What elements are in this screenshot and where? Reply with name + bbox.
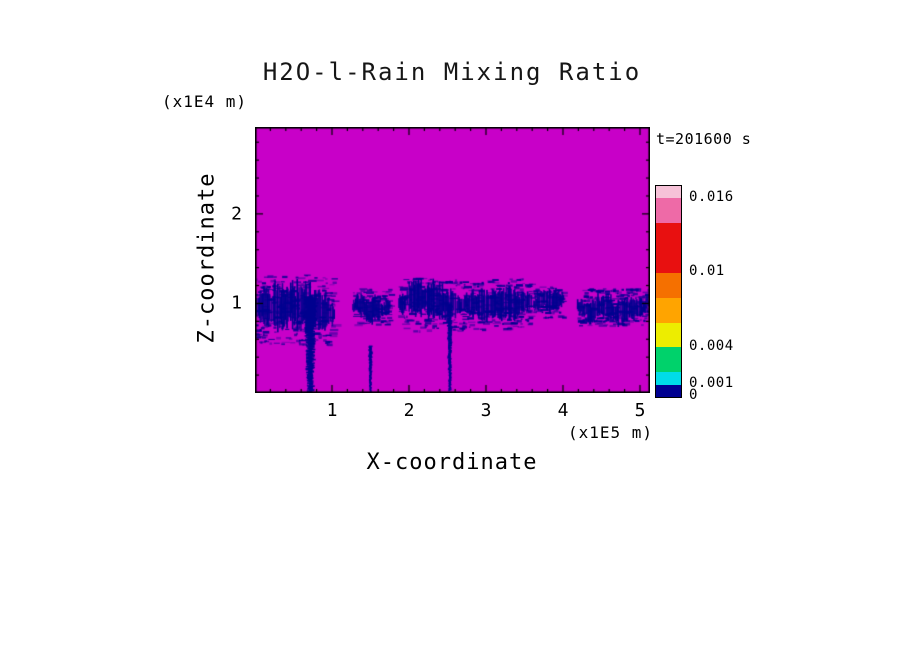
y-axis-title: Z-coordinate <box>194 172 220 344</box>
colorbar-segment <box>656 185 681 199</box>
colorbar-segment <box>656 321 681 348</box>
colorbar-segment <box>656 383 681 397</box>
x-tick-label: 1 <box>326 400 338 421</box>
colorbar-segment <box>656 197 681 224</box>
colorbar-labels: 0 0.001 0.004 0.01 0.016 <box>689 185 759 403</box>
colorbar-tick-label: 0.001 <box>689 374 734 391</box>
colorbar-tick-label: 0.01 <box>689 263 725 280</box>
x-tick-label: 2 <box>403 400 415 421</box>
colorbar-tick-label: 0.016 <box>689 189 734 206</box>
y-tick-label: 1 <box>231 292 242 314</box>
colorbar-segment <box>656 271 681 298</box>
colorbar-segment <box>656 346 681 373</box>
x-axis-units-label: (x1E5 m) <box>568 423 654 442</box>
x-tick-label: 3 <box>480 400 492 421</box>
chart-title: H2O-l-Rain Mixing Ratio <box>262 58 642 86</box>
x-tick-label: 5 <box>634 400 646 421</box>
x-tick-label: 4 <box>557 400 569 421</box>
x-axis-title: X-coordinate <box>366 450 538 475</box>
colorbar <box>655 185 682 398</box>
colorbar-segment <box>656 371 681 385</box>
colorbar-segment <box>656 222 681 273</box>
time-annotation: t=201600 s <box>656 130 752 148</box>
heatmap-plot-area <box>255 127 650 393</box>
y-axis-units-label: (x1E4 m) <box>162 92 248 111</box>
colorbar-tick-label: 0.004 <box>689 337 734 354</box>
colorbar-tick-label: 0 <box>689 387 698 403</box>
colorbar-segment <box>656 296 681 323</box>
y-tick-label: 2 <box>231 203 242 225</box>
